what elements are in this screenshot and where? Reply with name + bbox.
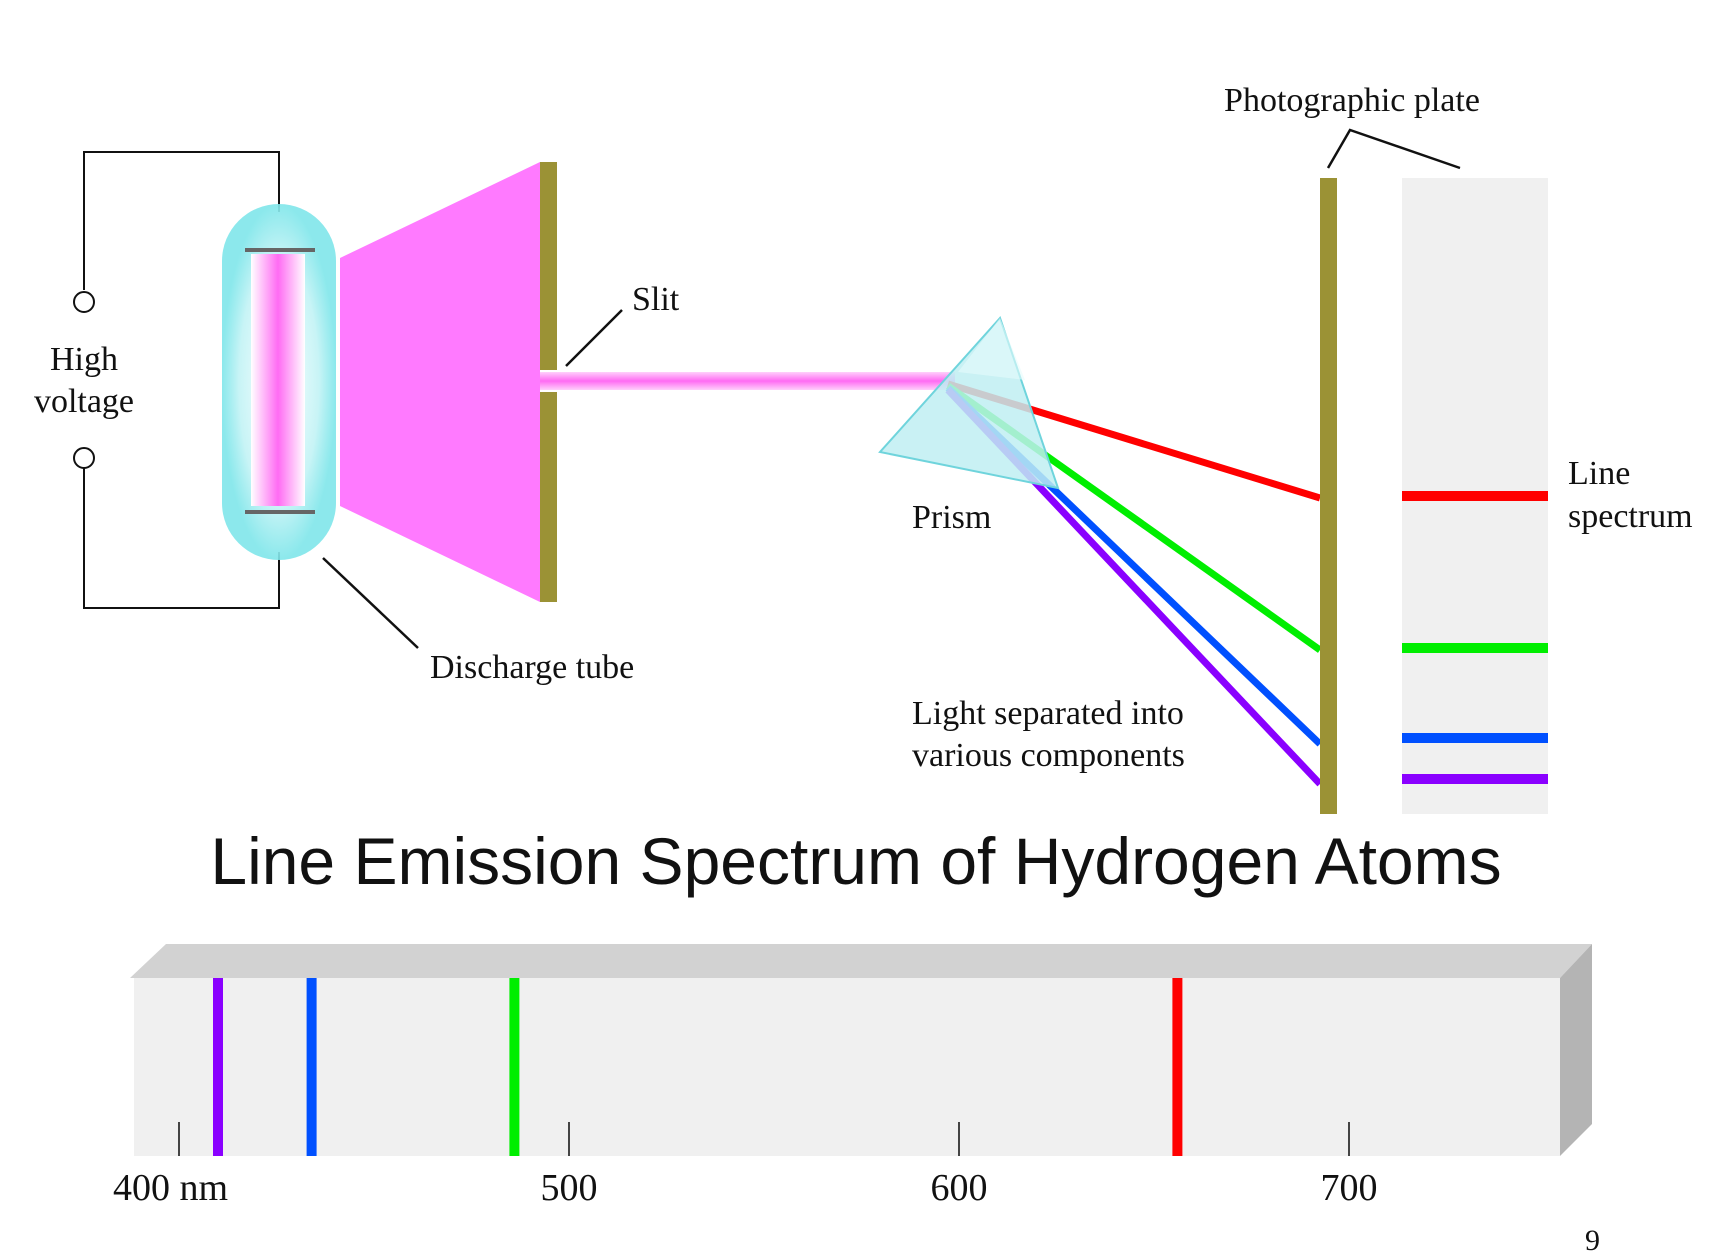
prism: [878, 316, 1060, 490]
page-title: Line Emission Spectrum of Hydrogen Atoms: [210, 824, 1501, 898]
plate-line-blue: [1402, 733, 1548, 743]
light-separated-label-line1: Light separated into: [912, 695, 1184, 732]
slit-barrier-lower: [540, 392, 557, 602]
discharge-tube-label: Discharge tube: [430, 649, 634, 686]
photographic-plate-label: Photographic plate: [1224, 82, 1480, 119]
plate-spectral-lines: [1402, 491, 1548, 784]
light-cone: [340, 162, 540, 602]
high-voltage-label-line2: voltage: [34, 383, 134, 420]
line-spectrum-label-line1: Line: [1568, 455, 1630, 492]
page-number: 9: [1585, 1224, 1600, 1257]
discharge-tube: [222, 204, 336, 560]
line-spectrum-label-line2: spectrum: [1568, 498, 1693, 535]
photographic-plate-edge: [1320, 178, 1337, 814]
spectrum-ticks: 400 nm 500 600 700: [113, 1122, 1378, 1209]
spectrum-bar: [130, 944, 1592, 1156]
spectrum-line-red: [1172, 978, 1183, 1156]
plate-line-green: [1402, 643, 1548, 653]
spectrum-line-green: [509, 978, 520, 1156]
high-voltage-label-line1: High: [50, 341, 118, 378]
spectrum-tick-label-400: 400 nm: [113, 1167, 228, 1209]
slit-label: Slit: [632, 281, 680, 318]
plate-line-violet: [1402, 774, 1548, 784]
spectrum-tick-label-500: 500: [541, 1167, 598, 1209]
plate-line-red: [1402, 491, 1548, 501]
light-beam: [540, 372, 955, 390]
spectrum-tick-label-700: 700: [1321, 1167, 1378, 1209]
spectrum-lines: [213, 978, 1183, 1156]
terminal-top-icon: [73, 291, 95, 313]
spectrum-tick-label-600: 600: [931, 1167, 988, 1209]
slit-barrier-upper: [540, 162, 557, 370]
discharge-tube-leader: [322, 557, 419, 649]
terminal-bottom-icon: [73, 447, 95, 469]
photographic-plate-leaders: [1326, 128, 1461, 170]
prism-label: Prism: [912, 499, 991, 536]
light-separated-label-line2: various components: [912, 737, 1185, 774]
slit-leader: [565, 309, 623, 367]
spectrum-line-blue: [306, 978, 317, 1156]
circuit-wires: [83, 151, 280, 609]
spectrum-line-violet: [213, 978, 223, 1156]
